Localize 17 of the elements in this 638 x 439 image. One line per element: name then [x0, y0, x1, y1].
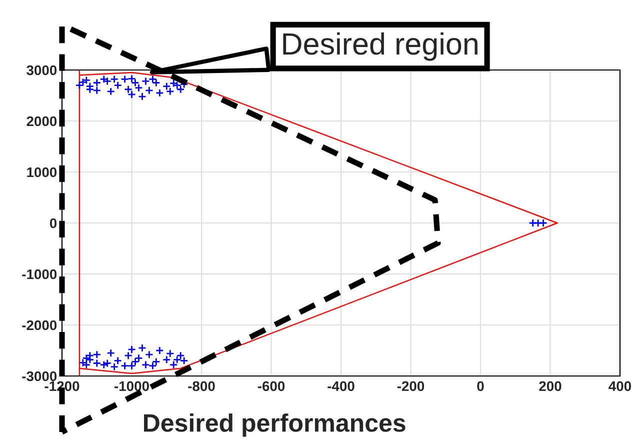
y-tick-label: 1000: [27, 167, 57, 178]
y-tick-label: -2000: [22, 320, 57, 330]
x-tick-label: -400: [328, 381, 354, 392]
x-tick-label: 200: [539, 381, 562, 392]
annotation: Desired region: [283, 32, 478, 61]
x-tick-label: 400: [608, 381, 632, 392]
x-tick-label: -1000: [114, 381, 149, 392]
x-tick-label: -600: [258, 381, 285, 392]
y-tick-label: -3000: [22, 371, 57, 382]
y-tick-label: 3000: [26, 65, 57, 76]
text: Desired performances: [144, 414, 406, 437]
x-tick-label: -200: [397, 381, 424, 392]
x-tick-label: -800: [188, 381, 215, 392]
x-tick-label: 0: [477, 381, 484, 392]
y-tick-label: 0: [50, 218, 57, 228]
y-tick-label: -1000: [22, 269, 57, 280]
y-tick-label: 2000: [26, 116, 57, 126]
